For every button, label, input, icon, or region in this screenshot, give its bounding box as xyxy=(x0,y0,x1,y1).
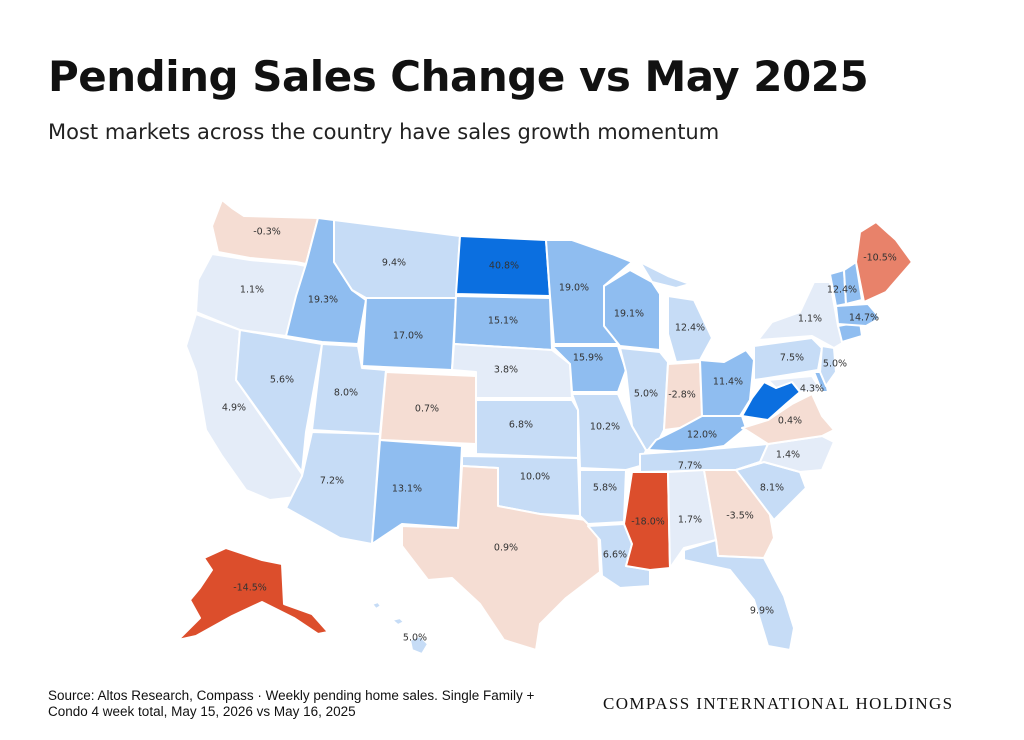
state-value-label-la: 6.6% xyxy=(603,550,627,561)
state-value-label-pa: 7.5% xyxy=(780,353,804,364)
state-value-label-mn: 19.0% xyxy=(559,283,589,294)
state-value-label-ms: -18.0% xyxy=(631,517,665,528)
state-value-label-ak: -14.5% xyxy=(233,583,267,594)
state-value-label-mt: 9.4% xyxy=(382,258,406,269)
state-value-label-wa: -0.3% xyxy=(253,227,281,238)
state-value-label-ga: -3.5% xyxy=(726,511,754,522)
state-value-label-ma: 14.7% xyxy=(849,313,879,324)
state-value-label-az: 7.2% xyxy=(320,476,344,487)
state-tx[interactable] xyxy=(401,465,601,651)
state-value-label-nm: 13.1% xyxy=(392,484,422,495)
state-value-label-ok: 10.0% xyxy=(520,472,550,483)
state-value-label-or: 1.1% xyxy=(240,285,264,296)
state-nc[interactable] xyxy=(735,435,835,473)
state-ne[interactable] xyxy=(451,343,573,399)
state-wa[interactable] xyxy=(211,199,319,265)
state-ar[interactable] xyxy=(579,469,627,525)
source-note: Source: Altos Research, Compass · Weekly… xyxy=(48,688,535,719)
state-value-label-oh: 11.4% xyxy=(713,377,743,388)
state-nv[interactable] xyxy=(235,329,323,473)
state-value-label-il: 5.0% xyxy=(634,389,658,400)
state-wi[interactable] xyxy=(603,269,661,351)
state-value-label-me: -10.5% xyxy=(863,253,897,264)
state-pa[interactable] xyxy=(753,337,823,381)
state-value-label-wi: 19.1% xyxy=(614,309,644,320)
page-subtitle: Most markets across the country have sal… xyxy=(48,120,720,144)
state-value-label-ky: 12.0% xyxy=(687,430,717,441)
state-fl[interactable] xyxy=(683,539,795,651)
state-value-label-ia: 15.9% xyxy=(573,353,603,364)
state-me[interactable] xyxy=(855,221,913,303)
state-value-label-va: 0.4% xyxy=(778,416,802,427)
state-value-label-al: 1.7% xyxy=(678,515,702,526)
state-value-label-tx: 0.9% xyxy=(494,543,518,554)
state-value-label-tn: 7.7% xyxy=(678,461,702,472)
state-value-label-fl: 9.9% xyxy=(750,606,774,617)
state-value-label-ne: 3.8% xyxy=(494,365,518,376)
state-value-label-ut: 8.0% xyxy=(334,388,358,399)
state-value-label-co: 0.7% xyxy=(415,404,439,415)
state-md[interactable] xyxy=(767,375,823,393)
state-value-label-ks: 6.8% xyxy=(509,420,533,431)
state-ny[interactable] xyxy=(757,281,845,349)
state-value-label-nv: 5.6% xyxy=(270,375,294,386)
state-value-label-ny: 1.1% xyxy=(798,314,822,325)
state-ut[interactable] xyxy=(311,343,387,435)
state-value-label-sc: 8.1% xyxy=(760,483,784,494)
page-title: Pending Sales Change vs May 2025 xyxy=(48,52,869,101)
state-value-label-ca: 4.9% xyxy=(222,403,246,414)
state-value-label-wy: 17.0% xyxy=(393,331,423,342)
state-ak[interactable] xyxy=(177,547,329,641)
state-hi[interactable] xyxy=(371,601,429,655)
state-value-label-nj: 5.0% xyxy=(823,359,847,370)
state-value-label-id: 19.3% xyxy=(308,295,338,306)
brand-wordmark: COMPASS INTERNATIONAL HOLDINGS xyxy=(603,694,954,713)
state-ia[interactable] xyxy=(551,345,627,393)
state-ma[interactable] xyxy=(835,303,881,327)
state-value-label-sd: 15.1% xyxy=(488,316,518,327)
state-value-label-hi: 5.0% xyxy=(403,633,427,644)
state-value-label-nd: 40.8% xyxy=(489,261,519,272)
state-value-label-in: -2.8% xyxy=(668,390,696,401)
state-value-label-mi: 12.4% xyxy=(675,323,705,334)
state-value-label-nh: 12.4% xyxy=(827,285,857,296)
state-value-label-mo: 10.2% xyxy=(590,422,620,433)
state-value-label-ar: 5.8% xyxy=(593,483,617,494)
state-value-label-md: 4.3% xyxy=(800,384,824,395)
state-value-label-nc: 1.4% xyxy=(776,450,800,461)
state-va[interactable] xyxy=(741,393,835,445)
